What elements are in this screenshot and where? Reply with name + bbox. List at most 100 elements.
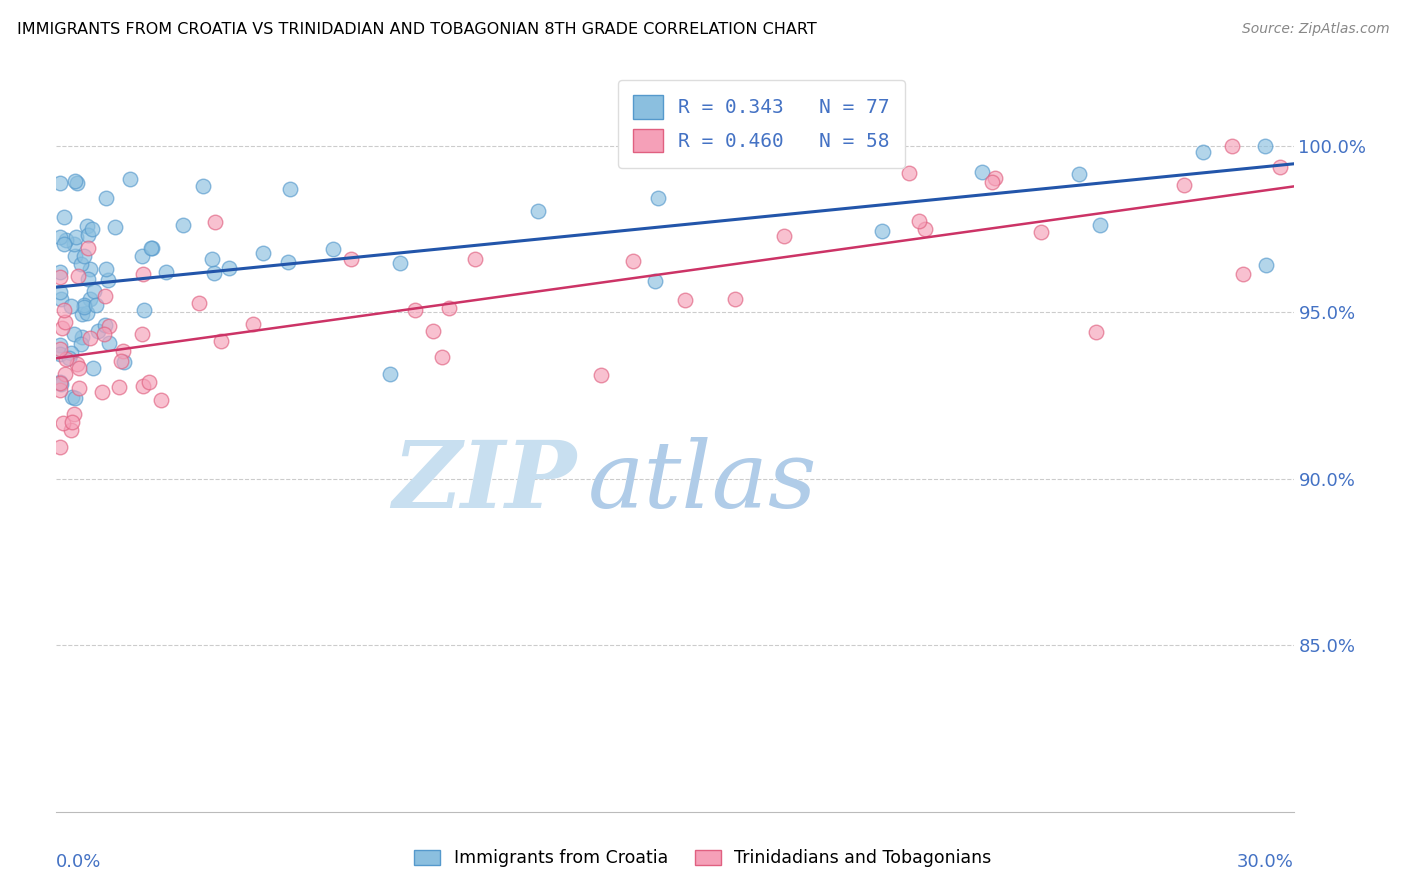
Point: [437, 301, 460, 316]
Point: [1232, 267, 1254, 281]
Point: [49, 383, 72, 397]
Point: [65, 230, 87, 244]
Point: [62, 407, 84, 421]
Point: [63, 237, 86, 252]
Point: [49, 338, 72, 352]
Point: [60, 390, 83, 404]
Point: [94, 318, 117, 332]
Point: [464, 252, 486, 266]
Point: [70, 330, 93, 344]
Point: [1191, 145, 1213, 160]
Point: [73, 301, 96, 315]
Point: [773, 228, 796, 243]
Point: [172, 218, 194, 232]
Point: [67, 268, 90, 283]
Point: [141, 241, 163, 255]
Point: [1088, 219, 1111, 233]
Point: [66, 176, 89, 190]
Point: [1270, 161, 1292, 175]
Point: [112, 355, 135, 369]
Point: [49, 177, 72, 191]
Point: [1173, 178, 1195, 192]
Point: [63, 326, 86, 341]
Point: [914, 222, 936, 236]
Point: [118, 172, 141, 186]
Point: [49, 342, 72, 356]
Point: [52, 302, 75, 317]
Point: [66, 357, 89, 371]
Point: [138, 375, 160, 389]
Point: [73, 297, 96, 311]
Point: [72, 307, 94, 321]
Point: [83, 284, 105, 298]
Point: [49, 285, 72, 299]
Point: [76, 306, 98, 320]
Point: [983, 170, 1005, 185]
Point: [280, 182, 302, 196]
Point: [252, 245, 274, 260]
Legend: R = 0.343   N = 77, R = 0.460   N = 58: R = 0.343 N = 77, R = 0.460 N = 58: [617, 79, 905, 168]
Point: [1254, 259, 1277, 273]
Point: [209, 334, 232, 348]
Point: [67, 381, 90, 395]
Point: [872, 224, 894, 238]
Point: [104, 220, 127, 235]
Point: [1254, 138, 1277, 153]
Point: [527, 204, 550, 219]
Point: [322, 242, 344, 256]
Point: [242, 318, 264, 332]
Point: [389, 256, 412, 270]
Point: [60, 415, 83, 429]
Point: [131, 249, 153, 263]
Point: [621, 254, 644, 268]
Point: [73, 249, 96, 263]
Point: [430, 350, 453, 364]
Point: [907, 213, 929, 227]
Text: 0.0%: 0.0%: [56, 853, 101, 871]
Point: [422, 324, 444, 338]
Point: [204, 215, 226, 229]
Point: [52, 211, 75, 225]
Point: [218, 260, 240, 275]
Point: [76, 219, 98, 233]
Point: [63, 174, 86, 188]
Point: [132, 267, 155, 281]
Point: [69, 257, 91, 271]
Point: [59, 346, 82, 360]
Point: [644, 274, 666, 288]
Point: [108, 380, 131, 394]
Point: [647, 191, 669, 205]
Point: [91, 385, 114, 400]
Point: [67, 361, 90, 376]
Point: [51, 292, 73, 306]
Point: [52, 416, 75, 430]
Point: [86, 324, 108, 338]
Point: [981, 175, 1004, 189]
Point: [150, 393, 173, 408]
Point: [82, 360, 104, 375]
Point: [96, 191, 118, 205]
Point: [131, 327, 153, 342]
Point: [187, 295, 209, 310]
Point: [53, 314, 76, 328]
Point: [94, 262, 117, 277]
Point: [49, 229, 72, 244]
Point: [98, 336, 121, 351]
Point: [201, 252, 224, 267]
Text: atlas: atlas: [588, 437, 818, 527]
Point: [70, 337, 93, 351]
Point: [53, 237, 76, 252]
Point: [134, 303, 156, 318]
Point: [79, 331, 101, 345]
Point: [277, 255, 299, 269]
Point: [673, 293, 696, 307]
Point: [49, 375, 72, 389]
Point: [82, 222, 104, 236]
Point: [55, 352, 77, 367]
Point: [97, 318, 120, 333]
Text: 30.0%: 30.0%: [1237, 853, 1294, 871]
Point: [724, 293, 747, 307]
Text: ZIP: ZIP: [392, 437, 576, 527]
Point: [65, 391, 87, 405]
Point: [49, 376, 72, 390]
